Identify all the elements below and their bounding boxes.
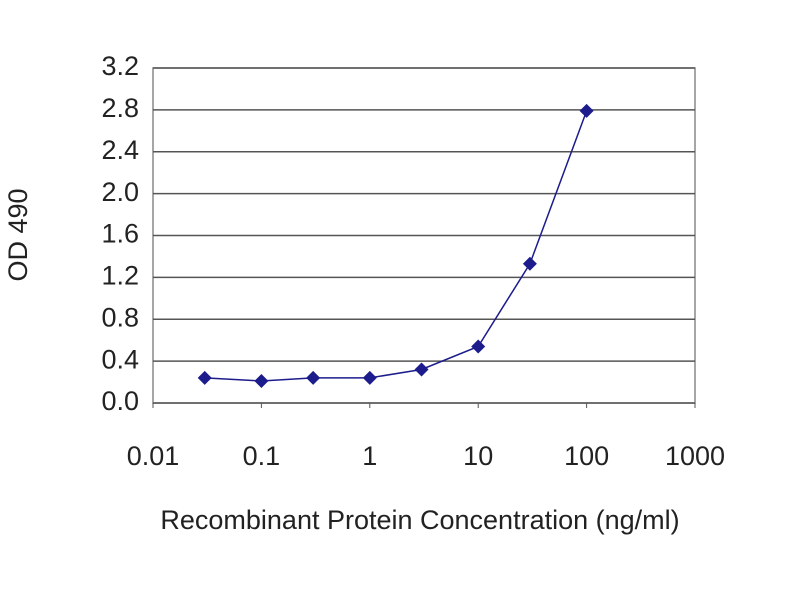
y-tick-label: 2.8 [101,93,139,123]
data-point [306,370,321,385]
data-point [362,370,377,385]
x-axis-label: Recombinant Protein Concentration (ng/ml… [160,505,679,535]
data-point [522,256,537,271]
data-point [197,370,212,385]
y-tick-label: 0.0 [101,386,139,416]
y-tick-label: 0.8 [101,302,139,332]
y-tick-label: 2.4 [101,135,139,165]
x-tick-label: 1 [362,441,377,471]
data-point [471,339,486,354]
y-tick-label: 1.2 [101,261,139,291]
x-tick-label: 10 [463,441,493,471]
data-line [204,110,588,382]
y-tick-label: 0.4 [101,344,139,374]
x-tick-label: 0.01 [127,441,180,471]
y-tick-label: 1.6 [101,219,139,249]
data-point [414,362,429,377]
data-point [579,103,594,118]
y-tick-label: 3.2 [101,51,139,81]
x-tick-label: 1000 [665,441,725,471]
y-axis-label: OD 490 [3,188,33,281]
data-point [254,374,269,389]
x-tick-label: 100 [564,441,609,471]
x-tick-label: 0.1 [243,441,281,471]
y-tick-label: 2.0 [101,177,139,207]
